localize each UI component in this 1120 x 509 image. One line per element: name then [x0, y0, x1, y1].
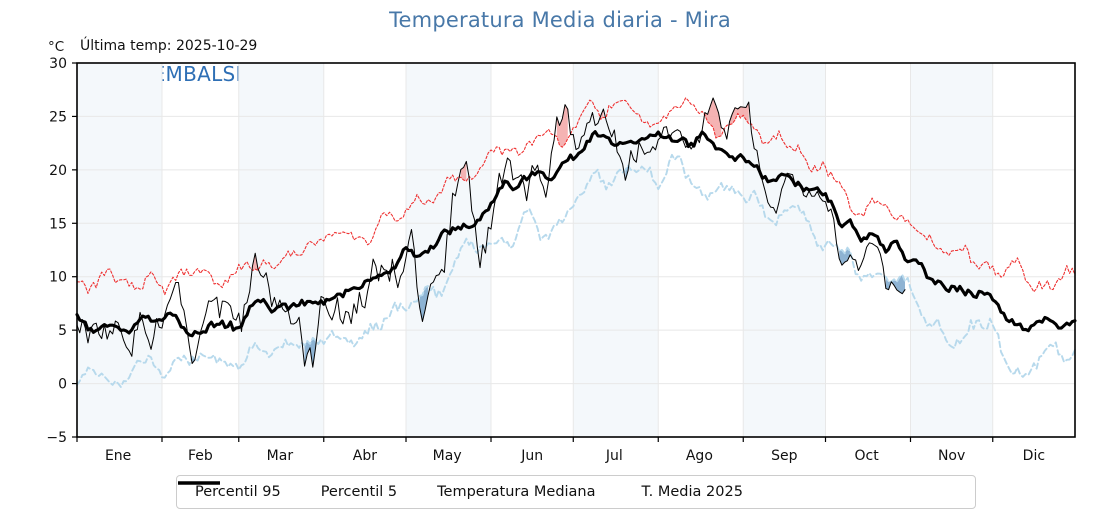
x-tick-label: Sep: [771, 448, 798, 464]
x-tick-label: Feb: [188, 448, 213, 464]
fill-below-p5: [419, 286, 428, 322]
month-band: [573, 63, 659, 437]
month-band: [77, 63, 162, 437]
month-band: [406, 63, 492, 437]
month-band: [238, 63, 324, 437]
fill-above-p95: [460, 161, 467, 182]
series-percentil-95: [76, 97, 1076, 296]
fill-below-p5: [304, 337, 316, 368]
fill-above-p95: [556, 104, 568, 148]
series-t-media-2025: [76, 97, 906, 368]
chart-legend: Percentil 95 Percentil 5 Temperatura Media…: [176, 475, 976, 509]
y-axis-unit-label: °C: [48, 39, 65, 55]
y-tick-label: 25: [49, 109, 67, 125]
x-tick-label: Nov: [938, 448, 965, 464]
y-tick-label: 10: [49, 270, 67, 286]
legend-item[interactable]: Percentil 95: [178, 482, 281, 500]
x-tick-label: Mar: [267, 448, 294, 464]
series-percentil-5: [76, 153, 1076, 388]
legend-label: Temperatura Mediana: [437, 484, 596, 500]
legend-item[interactable]: Percentil 5: [178, 482, 398, 500]
x-tick-label: Dic: [1023, 448, 1045, 464]
y-tick-label: 30: [49, 56, 67, 72]
x-tick-label: Ene: [105, 448, 131, 464]
y-tick-label: 5: [58, 323, 67, 339]
month-band: [743, 63, 826, 437]
plot-frame: [76, 62, 1076, 438]
y-tick-label: 0: [58, 377, 67, 393]
x-tick-label: Ago: [686, 448, 713, 464]
series-temperatura-mediana: [75, 130, 1077, 338]
legend-label: T. Media 2025: [641, 484, 743, 500]
legend-label: Percentil 95: [195, 484, 281, 500]
x-tick-label: Abr: [353, 448, 377, 464]
legend-item[interactable]: Temperatura Mediana: [178, 481, 596, 500]
y-tick-label: 15: [49, 216, 67, 232]
page-title: Temperatura Media diaria - Mira: [389, 8, 731, 32]
x-tick-label: Oct: [855, 448, 880, 464]
fill-below-p5: [839, 247, 851, 266]
last-temp-label: Última temp: 2025-10-29: [80, 38, 258, 54]
fill-above-p95: [704, 97, 722, 138]
legend-label: Percentil 5: [320, 484, 398, 500]
x-tick-label: Jun: [520, 448, 543, 464]
y-tick-label: −5: [46, 430, 67, 446]
legend-item[interactable]: T. Media 2025: [178, 482, 743, 500]
y-tick-label: 20: [49, 163, 67, 179]
x-tick-label: Jul: [605, 448, 623, 464]
fill-above-p95: [252, 253, 258, 271]
x-tick-label: May: [433, 448, 462, 464]
fill-below-p5: [885, 274, 906, 294]
legend-swatch-thin-black: [178, 482, 220, 484]
month-band: [910, 63, 993, 437]
